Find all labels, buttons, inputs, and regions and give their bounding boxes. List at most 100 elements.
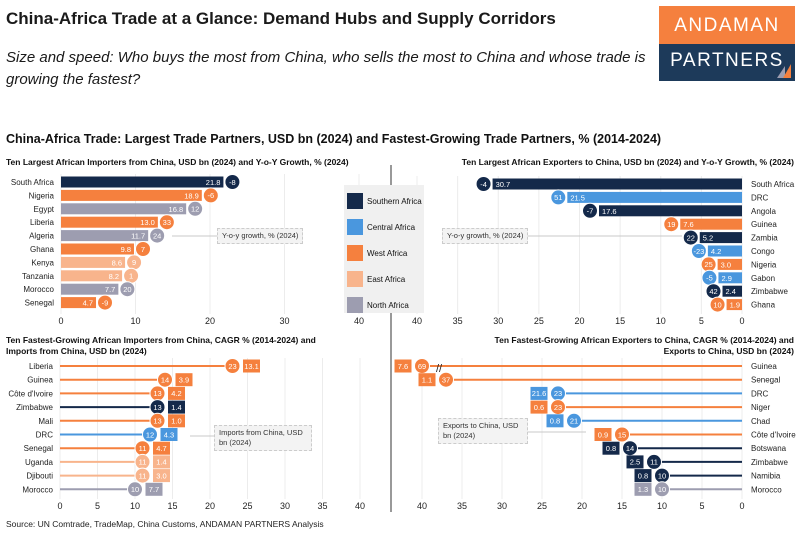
logo-bottom: PARTNERS <box>659 44 795 81</box>
bar <box>699 232 742 244</box>
bar <box>61 203 187 215</box>
legend-label: West Africa <box>367 248 408 258</box>
growth-bubble <box>187 200 204 217</box>
category-label: Uganda <box>25 458 54 467</box>
trade-square <box>530 386 548 400</box>
category-label: Niger <box>751 403 770 412</box>
category-label: Algeria <box>29 232 54 241</box>
trade-square <box>546 414 564 428</box>
cagr-label: 11 <box>139 458 147 467</box>
category-label: Liberia <box>29 362 54 371</box>
category-label: Guinea <box>751 362 777 371</box>
cagr-dot <box>224 358 241 374</box>
category-label: DRC <box>36 431 54 440</box>
trade-square <box>634 469 652 483</box>
legend-item: West Africa <box>347 243 424 263</box>
bar-value-label: 18.9 <box>184 191 199 200</box>
bar-value-label: 13.0 <box>140 218 155 227</box>
bar <box>707 245 742 257</box>
trade-label: 4.7 <box>156 444 166 453</box>
bar <box>61 297 97 309</box>
trade-square <box>168 400 185 414</box>
x-tick-label: 30 <box>279 316 289 326</box>
page-title: China-Africa Trade at a Glance: Demand H… <box>6 9 556 28</box>
legend-label: North Africa <box>367 300 409 310</box>
category-label: Guinea <box>751 220 777 229</box>
cagr-label: 12 <box>146 430 154 439</box>
cagr-label: 14 <box>161 376 169 385</box>
growth-label: -6 <box>207 191 214 200</box>
bar-value-label: 17.6 <box>602 207 617 216</box>
bar <box>61 189 202 201</box>
category-label: Mali <box>38 417 53 426</box>
cagr-label: 21 <box>570 417 578 426</box>
annotation-imports: Imports from China, USD bn (2024) <box>214 425 312 451</box>
cagr-label: 13 <box>153 389 161 398</box>
cagr-label: 13 <box>153 417 161 426</box>
bar-value-label: 1.9 <box>730 301 740 310</box>
trade-label: 21.6 <box>532 389 547 398</box>
x-tick-label: 15 <box>615 316 625 326</box>
x-tick-label: 35 <box>453 316 463 326</box>
trade-square <box>626 455 644 469</box>
bar <box>726 299 742 311</box>
category-label: Djibouti <box>26 472 53 481</box>
x-tick-label: 30 <box>493 316 503 326</box>
trade-square <box>602 441 620 455</box>
legend-item: Southern Africa <box>347 191 424 211</box>
bar-value-label: 21.8 <box>206 178 221 187</box>
bar <box>717 258 742 270</box>
growth-bubble <box>158 214 175 231</box>
x-tick-label: 0 <box>58 316 63 326</box>
page-subtitle: Size and speed: Who buys the most from C… <box>6 49 646 88</box>
cagr-label: 14 <box>626 444 634 453</box>
panel-title-fastest-exporters: Ten Fastest-Growing African Exporters to… <box>494 335 794 356</box>
x-tick-label: 15 <box>617 501 627 511</box>
bar <box>61 176 224 188</box>
growth-bubble <box>709 296 726 313</box>
trade-label: 0.8 <box>606 444 616 453</box>
bar <box>61 256 126 268</box>
trade-label: 0.8 <box>638 471 648 480</box>
growth-bubble <box>663 216 680 233</box>
category-label: Côte d'Ivoire <box>8 389 53 398</box>
x-tick-label: 10 <box>130 501 140 511</box>
category-label: Morocco <box>23 285 54 294</box>
growth-label: 42 <box>709 287 717 296</box>
panel-title-fastest-importers: Ten Fastest-Growing African Importers fr… <box>6 335 316 356</box>
x-tick-label: 5 <box>95 501 100 511</box>
bar <box>61 230 149 242</box>
bar <box>61 243 135 255</box>
bar-value-label: 2.4 <box>726 287 736 296</box>
cagr-label: 10 <box>131 485 139 494</box>
logo-bottom-text: PARTNERS <box>670 50 784 71</box>
x-tick-label: 10 <box>130 316 140 326</box>
growth-label: -8 <box>229 178 236 187</box>
category-label: Tanzania <box>22 272 55 281</box>
cagr-label: 37 <box>442 376 450 385</box>
growth-bubble <box>550 189 567 206</box>
x-tick-label: 40 <box>354 316 364 326</box>
cagr-label: 11 <box>139 444 147 453</box>
category-label: Senegal <box>24 444 54 453</box>
trade-square <box>153 455 170 469</box>
category-label: South Africa <box>11 178 55 187</box>
growth-bubble <box>475 176 492 192</box>
category-label: Liberia <box>30 218 55 227</box>
cagr-label: 23 <box>554 403 562 412</box>
logo-top: ANDAMAN <box>659 6 795 44</box>
legend-label: Central Africa <box>367 222 416 232</box>
bar-value-label: 8.6 <box>112 258 122 267</box>
x-tick-label: 30 <box>280 501 290 511</box>
cagr-label: 10 <box>658 471 666 480</box>
category-label: Ghana <box>30 245 55 254</box>
x-tick-label: 10 <box>657 501 667 511</box>
trade-label: 7.6 <box>398 362 408 371</box>
growth-bubble <box>135 241 152 257</box>
x-tick-label: 15 <box>167 501 177 511</box>
growth-label: 33 <box>163 218 171 227</box>
trade-square <box>153 469 170 483</box>
trade-label: 1.1 <box>422 376 432 385</box>
category-label: Chad <box>751 417 770 426</box>
